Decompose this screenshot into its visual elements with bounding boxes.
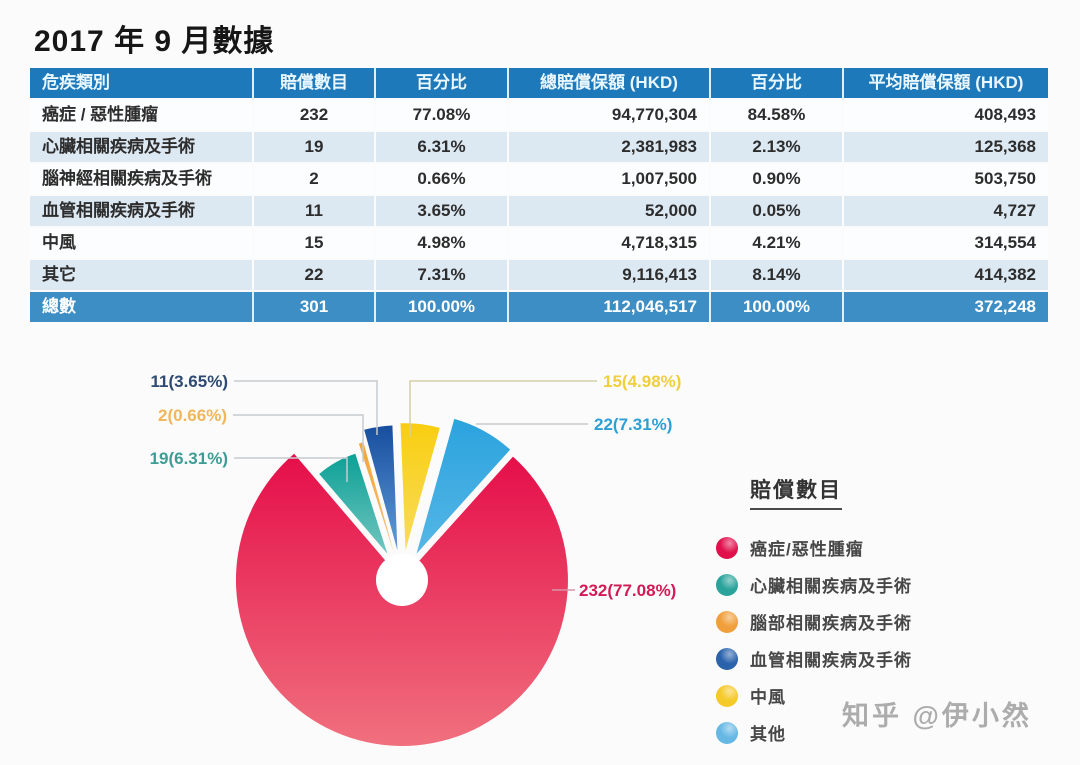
slice-callout-label: 11(3.65%) bbox=[151, 372, 229, 391]
page-title: 2017 年 9 月數據 bbox=[34, 25, 275, 58]
table-cell: 19 bbox=[252, 130, 375, 163]
total-cell: 112,046,517 bbox=[507, 290, 710, 322]
legend-color-dot bbox=[716, 610, 738, 633]
table-cell: 6.31% bbox=[374, 130, 508, 163]
legend-item: 中風 bbox=[716, 684, 1026, 707]
callout-leader-line bbox=[234, 457, 348, 482]
table-cell: 4,727 bbox=[842, 194, 1048, 227]
table-cell: 4,718,315 bbox=[507, 226, 710, 259]
legend: 賠償數目 癌症/惡性腫瘤心臟相關疾病及手術 腦部相關疾病及手術 血管相關疾病及手術中… bbox=[716, 474, 1026, 758]
table-cell: 2.13% bbox=[709, 130, 843, 163]
column-header: 百分比 bbox=[709, 68, 843, 99]
total-cell: 301 bbox=[252, 290, 375, 322]
legend-items: 癌症/惡性腫瘤心臟相關疾病及手術 腦部相關疾病及手術 血管相關疾病及手術 中風其他 bbox=[716, 536, 1026, 744]
legend-item: 血管相關疾病及手術 bbox=[716, 647, 1026, 670]
total-cell: 100.00% bbox=[709, 290, 843, 322]
legend-item: 腦部相關疾病及手術 bbox=[716, 610, 1026, 633]
legend-item-label: 腦部相關疾病及手術 bbox=[750, 614, 912, 633]
table-cell: 0.66% bbox=[374, 162, 508, 195]
total-cell: 372,248 bbox=[842, 290, 1048, 322]
column-header: 總賠償保額 (HKD) bbox=[507, 68, 710, 99]
column-header: 平均賠償保額 (HKD) bbox=[842, 68, 1048, 99]
column-header: 賠償數目 bbox=[252, 68, 375, 99]
legend-title: 賠償數目 bbox=[750, 474, 842, 510]
callout-leader-line bbox=[233, 414, 364, 462]
table-cell: 癌症 / 惡性腫瘤 bbox=[30, 98, 253, 131]
legend-color-dot bbox=[716, 573, 738, 596]
column-header: 危疾類別 bbox=[30, 68, 253, 99]
callout-leader-line bbox=[409, 380, 597, 437]
table-cell: 503,750 bbox=[842, 162, 1048, 195]
table-cell: 232 bbox=[252, 98, 375, 131]
table-cell: 4.21% bbox=[709, 226, 843, 259]
table-cell: 0.05% bbox=[709, 194, 843, 227]
table-cell: 腦神經相關疾病及手術 bbox=[30, 162, 253, 195]
pie-slice bbox=[364, 425, 398, 551]
table-cell: 77.08% bbox=[374, 98, 508, 131]
legend-item-label: 其他 bbox=[750, 725, 786, 744]
table-cell: 52,000 bbox=[507, 194, 710, 227]
total-cell: 總數 bbox=[30, 290, 253, 322]
pie-chart-svg: 19(6.31%) 2(0.66%) 11(3.65%) 15(4.98%) 22(7.… bbox=[150, 372, 681, 746]
table-row: 腦神經相關疾病及手術 2 0.66% 1,007,500 0.90% 503,750 bbox=[30, 162, 1048, 195]
watermark: 知乎 @伊小然 bbox=[842, 701, 1032, 731]
claims-table: 危疾類別 賠償數目 百分比 總賠償保額 (HKD) 百分比 平均賠償保額 (HKD) 癌症 … bbox=[30, 68, 1048, 322]
total-cell: 100.00% bbox=[374, 290, 508, 322]
table-cell: 7.31% bbox=[374, 258, 508, 291]
table-cell: 0.90% bbox=[709, 162, 843, 195]
table-cell: 22 bbox=[252, 258, 375, 291]
legend-item: 其他 bbox=[716, 721, 1026, 744]
table-cell: 84.58% bbox=[709, 98, 843, 131]
table-cell: 2 bbox=[252, 162, 375, 195]
legend-color-dot bbox=[716, 721, 738, 744]
legend-item: 心臟相關疾病及手術 bbox=[716, 573, 1026, 596]
table-cell: 414,382 bbox=[842, 258, 1048, 291]
pie-slice bbox=[319, 453, 388, 554]
table-cell: 8.14% bbox=[709, 258, 843, 291]
column-header: 百分比 bbox=[374, 68, 508, 99]
legend-item-label: 血管相關疾病及手術 bbox=[750, 651, 912, 670]
legend-item-label: 心臟相關疾病及手術 bbox=[750, 577, 912, 596]
table-row: 心臟相關疾病及手術 19 6.31% 2,381,983 2.13% 125,368 bbox=[30, 130, 1048, 163]
pie-slice bbox=[400, 423, 440, 551]
table-cell: 125,368 bbox=[842, 130, 1048, 163]
legend-color-dot bbox=[716, 536, 738, 559]
donut-hole bbox=[376, 554, 428, 606]
legend-color-dot bbox=[716, 647, 738, 670]
table-cell: 心臟相關疾病及手術 bbox=[30, 130, 253, 163]
callout-leader-line bbox=[234, 380, 378, 435]
table-cell: 1,007,500 bbox=[507, 162, 710, 195]
slice-callout-label: 22(7.31%) bbox=[594, 415, 672, 434]
pie-slice bbox=[358, 442, 394, 554]
table-header-row: 危疾類別 賠償數目 百分比 總賠償保額 (HKD) 百分比 平均賠償保額 (HKD) bbox=[30, 68, 1048, 99]
legend-color-dot bbox=[716, 684, 738, 707]
slice-callout-label: 2(0.66%) bbox=[158, 406, 227, 425]
table-cell: 94,770,304 bbox=[507, 98, 710, 131]
legend-item: 癌症/惡性腫瘤 bbox=[716, 536, 1026, 559]
table-cell: 314,554 bbox=[842, 226, 1048, 259]
table-cell: 408,493 bbox=[842, 98, 1048, 131]
table-cell: 3.65% bbox=[374, 194, 508, 227]
slice-callout-label: 232(77.08%) bbox=[579, 581, 676, 600]
table-cell: 11 bbox=[252, 194, 375, 227]
table-row: 中風 15 4.98% 4,718,315 4.21% 314,554 bbox=[30, 226, 1048, 259]
table-cell: 中風 bbox=[30, 226, 253, 259]
total-row: 總數 301 100.00% 112,046,517 100.00% 372,248 bbox=[30, 290, 1048, 322]
table-row: 血管相關疾病及手術 11 3.65% 52,000 0.05% 4,727 bbox=[30, 194, 1048, 227]
legend-item-label: 中風 bbox=[750, 688, 786, 707]
table-cell: 其它 bbox=[30, 258, 253, 291]
slice-callout-label: 15(4.98%) bbox=[603, 372, 681, 391]
claims-table-container: 危疾類別 賠償數目 百分比 總賠償保額 (HKD) 百分比 平均賠償保額 (HKD) 癌症 … bbox=[30, 68, 1048, 322]
pie-slice bbox=[416, 418, 511, 554]
table-cell: 4.98% bbox=[374, 226, 508, 259]
table-row: 癌症 / 惡性腫瘤 232 77.08% 94,770,304 84.58% 408,49… bbox=[30, 98, 1048, 131]
table-cell: 2,381,983 bbox=[507, 130, 710, 163]
table-cell: 9,116,413 bbox=[507, 258, 710, 291]
table-cell: 血管相關疾病及手術 bbox=[30, 194, 253, 227]
table-cell: 15 bbox=[252, 226, 375, 259]
slice-callout-label: 19(6.31%) bbox=[150, 449, 228, 468]
legend-item-label: 癌症/惡性腫瘤 bbox=[750, 540, 864, 559]
table-row: 其它 22 7.31% 9,116,413 8.14% 414,382 bbox=[30, 258, 1048, 291]
